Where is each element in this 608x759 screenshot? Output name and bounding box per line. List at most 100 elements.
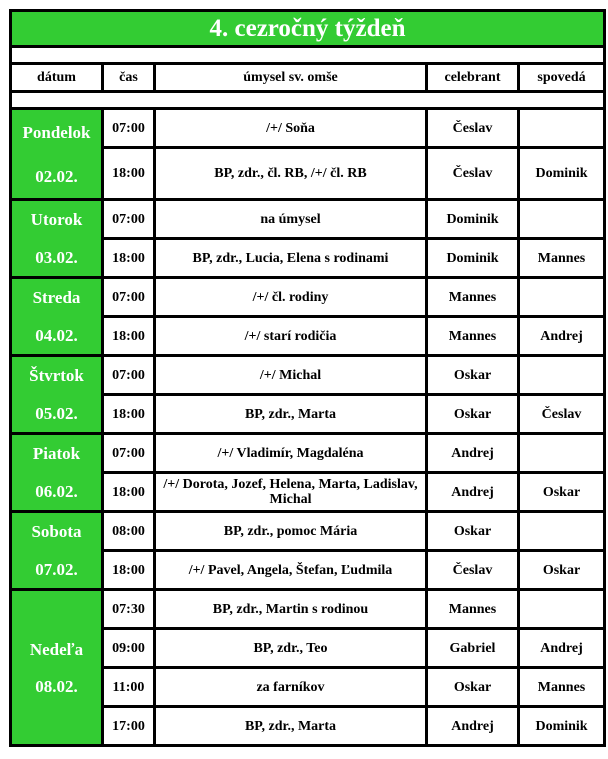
- header-time: čas: [101, 62, 156, 93]
- mass-celebrant: Dominik: [425, 237, 520, 279]
- mass-intention: /+/ Vladimír, Magdaléna: [153, 432, 428, 474]
- header-intention: úmysel sv. omše: [153, 62, 428, 93]
- table-row: 18:00 BP, zdr., Lucia, Elena s rodinami Do…: [11, 237, 607, 279]
- mass-confessor: Oskar: [516, 549, 607, 591]
- mass-time: 11:00: [101, 666, 156, 708]
- table-row: 18:00 BP, zdr., Marta Oskar Česlav: [11, 393, 607, 435]
- day-date: 07.02.: [35, 559, 78, 579]
- mass-time: 07:00: [101, 354, 156, 396]
- header-celebrant: celebrant: [425, 62, 520, 93]
- spacer-row: [8, 90, 607, 110]
- day-cell: Nedeľa 08.02.: [9, 588, 104, 747]
- mass-intention: /+/ starí rodičia: [153, 315, 428, 357]
- mass-celebrant: Česlav: [425, 107, 520, 149]
- mass-intention: /+/ čl. rodiny: [153, 276, 428, 318]
- mass-confessor: Dominik: [516, 705, 607, 747]
- mass-intention: na úmysel: [153, 198, 428, 240]
- mass-confessor: Česlav: [516, 393, 607, 435]
- mass-time: 18:00: [101, 237, 156, 279]
- day-cell: Streda 04.02.: [9, 276, 104, 357]
- mass-intention: za farníkov: [153, 666, 428, 708]
- day-cell: Piatok 06.02.: [9, 432, 104, 513]
- mass-time: 07:00: [101, 276, 156, 318]
- table-row: 09:00 BP, zdr., Teo Gabriel Andrej: [11, 627, 607, 669]
- day-name: Nedeľa: [29, 639, 84, 659]
- mass-celebrant: Oskar: [425, 666, 520, 708]
- mass-celebrant: Oskar: [425, 510, 520, 552]
- mass-time: 07:00: [101, 107, 156, 149]
- day-cell: Utorok 03.02.: [9, 198, 104, 279]
- mass-confessor: [516, 354, 607, 396]
- page-title: 4. cezročný týždeň: [8, 9, 607, 48]
- mass-intention: BP, zdr., Lucia, Elena s rodinami: [153, 237, 428, 279]
- mass-celebrant: Mannes: [425, 588, 520, 630]
- mass-celebrant: Česlav: [425, 146, 520, 201]
- table-row: Pondelok 02.02. 07:00/+/ Soňa Česlav: [9, 107, 607, 201]
- mass-intention: BP, zdr., pomoc Mária: [153, 510, 428, 552]
- mass-celebrant: Gabriel: [425, 627, 520, 669]
- day-cell: Pondelok 02.02.: [9, 107, 104, 201]
- mass-intention: BP, zdr., čl. RB, /+/ čl. RB: [153, 146, 428, 201]
- day-cell: Štvrtok 05.02.: [9, 354, 104, 435]
- day-date: 04.02.: [35, 325, 78, 345]
- mass-time: 07:30: [101, 588, 156, 630]
- header-row: dátum čas úmysel sv. omše celebrant spov…: [9, 62, 607, 93]
- day-name: Streda: [32, 288, 81, 308]
- mass-celebrant: Česlav: [425, 549, 520, 591]
- table-row: 17:00 BP, zdr., Marta Andrej Dominik: [11, 705, 607, 747]
- spacer-row: [8, 45, 607, 65]
- table-row: Utorok 03.02. 07:00 na úmysel Dominik: [9, 198, 607, 279]
- table-row: Nedeľa 08.02. 07:30 BP, zdr., Martin s rodi…: [9, 588, 607, 747]
- table-row: Štvrtok 05.02. 07:00/+/ Michal Oskar: [9, 354, 607, 435]
- mass-intention: /+/ Michal: [153, 354, 428, 396]
- mass-confessor: [516, 432, 607, 474]
- mass-confessor: Mannes: [516, 666, 607, 708]
- mass-time: 18:00: [101, 315, 156, 357]
- table-row: Piatok 06.02. 07:00/+/ Vladimír, Magdaléna…: [9, 432, 607, 513]
- mass-confessor: [516, 107, 607, 149]
- mass-time: 08:00: [101, 510, 156, 552]
- mass-confessor: [516, 510, 607, 552]
- mass-time: 18:00: [101, 393, 156, 435]
- mass-time: 18:00: [101, 471, 156, 513]
- day-date: 05.02.: [35, 403, 78, 423]
- day-date: 03.02.: [35, 247, 78, 267]
- mass-intention: BP, zdr., Marta: [153, 393, 428, 435]
- table-row: Sobota 07.02. 08:00 BP, zdr., pomoc Mária Os…: [9, 510, 607, 591]
- day-cell: Sobota 07.02.: [9, 510, 104, 591]
- day-date: 08.02.: [35, 676, 78, 696]
- mass-confessor: Andrej: [516, 315, 607, 357]
- day-name: Utorok: [30, 210, 83, 230]
- mass-time: 07:00: [101, 198, 156, 240]
- table-row: Streda 04.02. 07:00/+/ čl. rodiny Mannes: [9, 276, 607, 357]
- mass-intention: /+/ Soňa: [153, 107, 428, 149]
- mass-intention: BP, zdr., Marta: [153, 705, 428, 747]
- mass-confessor: [516, 276, 607, 318]
- day-name: Pondelok: [22, 122, 91, 142]
- mass-celebrant: Andrej: [425, 705, 520, 747]
- day-name: Sobota: [31, 522, 82, 542]
- mass-confessor: [516, 198, 607, 240]
- mass-time: 09:00: [101, 627, 156, 669]
- mass-intention: /+/ Pavel, Angela, Štefan, Ľudmila: [153, 549, 428, 591]
- day-name: Štvrtok: [29, 366, 84, 386]
- mass-intention: /+/ Dorota, Jozef, Helena, Marta, Ladisl…: [153, 471, 428, 513]
- day-date: 06.02.: [35, 481, 78, 501]
- mass-celebrant: Mannes: [425, 276, 520, 318]
- table-row: 18:00/+/ Dorota, Jozef, Helena, Marta, L…: [11, 471, 607, 513]
- mass-confessor: Oskar: [516, 471, 607, 513]
- day-date: 02.02.: [35, 166, 78, 186]
- table-row: 18:00/+/ Pavel, Angela, Štefan, Ľudmila Č…: [11, 549, 607, 591]
- header-confessor: spovedá: [516, 62, 607, 93]
- mass-intention: BP, zdr., Martin s rodinou: [153, 588, 428, 630]
- table-row: 11:00 za farníkov Oskar Mannes: [11, 666, 607, 708]
- mass-celebrant: Andrej: [425, 432, 520, 474]
- mass-intention: BP, zdr., Teo: [153, 627, 428, 669]
- day-name: Piatok: [32, 444, 81, 464]
- mass-time: 17:00: [101, 705, 156, 747]
- mass-schedule-table: 4. cezročný týždeň dátum čas úmysel sv. …: [8, 9, 607, 747]
- mass-celebrant: Andrej: [425, 471, 520, 513]
- mass-confessor: [516, 588, 607, 630]
- mass-celebrant: Mannes: [425, 315, 520, 357]
- mass-time: 07:00: [101, 432, 156, 474]
